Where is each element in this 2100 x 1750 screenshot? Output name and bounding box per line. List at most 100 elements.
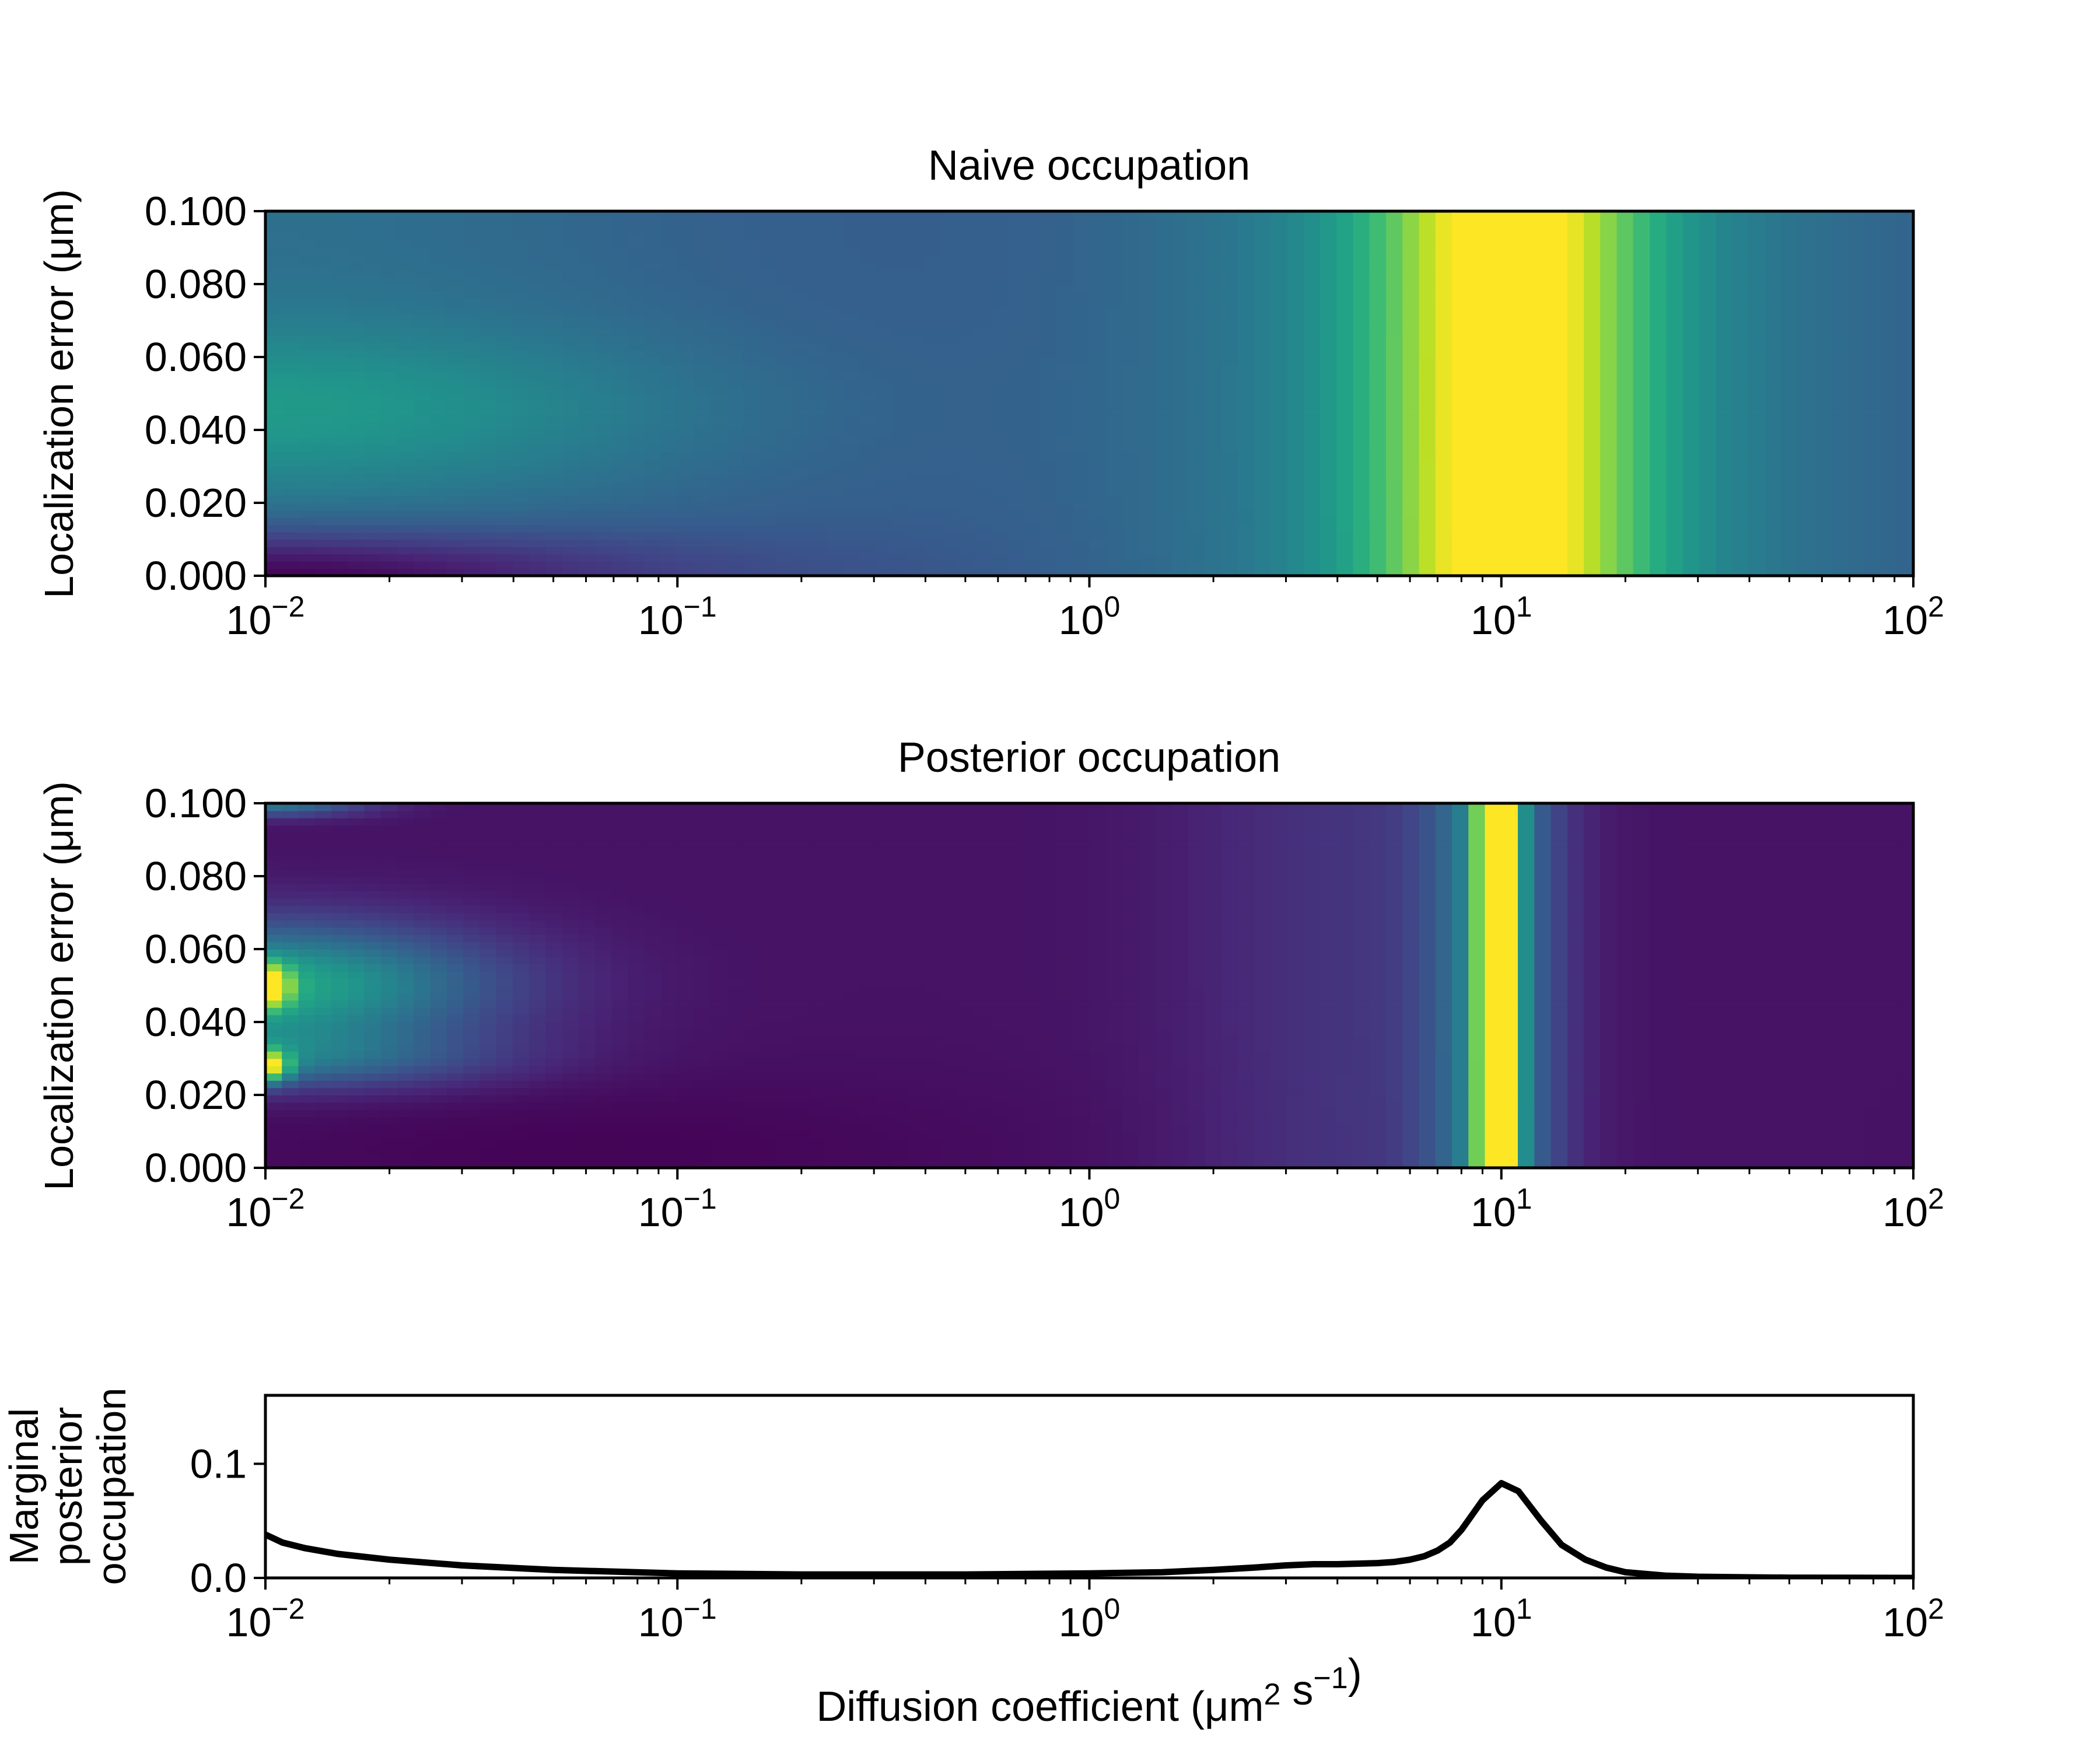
heatmap-cell <box>380 255 398 263</box>
heatmap-cell <box>1650 561 1667 569</box>
heatmap-cell <box>1716 372 1733 380</box>
heatmap-cell <box>1550 284 1568 292</box>
heatmap-cell <box>414 459 431 467</box>
heatmap-cell <box>743 430 761 438</box>
heatmap-cell <box>891 452 909 460</box>
heatmap-cell <box>1155 422 1172 430</box>
heatmap-cell <box>1518 532 1535 540</box>
heatmap-cell <box>414 503 431 511</box>
heatmap-cell <box>1650 240 1667 249</box>
heatmap-cell <box>282 247 299 256</box>
heatmap-cell <box>875 328 892 336</box>
heatmap-cell <box>1402 561 1420 569</box>
heatmap-cell <box>595 240 612 249</box>
heatmap-cell <box>644 320 662 328</box>
heatmap-cell <box>941 510 958 518</box>
heatmap-cell <box>677 466 695 474</box>
heatmap-cell <box>908 568 925 576</box>
heatmap-cell <box>463 401 481 409</box>
heatmap-cell <box>875 437 892 445</box>
heatmap-cell <box>957 532 975 540</box>
heatmap-cell <box>1765 247 1782 256</box>
heatmap-cell <box>545 299 563 307</box>
heatmap-cell <box>974 291 991 299</box>
heatmap-cell <box>298 415 316 424</box>
heatmap-cell <box>1748 357 1766 365</box>
heatmap-cell <box>760 233 777 241</box>
heatmap-cell <box>1122 474 1140 482</box>
heatmap-cell <box>628 386 645 394</box>
heatmap-cell <box>727 364 744 372</box>
heatmap-cell <box>314 291 332 299</box>
heatmap-cell <box>991 430 1008 438</box>
heatmap-cell <box>1748 539 1766 547</box>
heatmap-cell <box>265 393 283 401</box>
heatmap-cell <box>1584 284 1601 292</box>
heatmap-cell <box>265 481 283 489</box>
heatmap-cell <box>480 539 497 547</box>
heatmap-cell <box>1468 408 1486 416</box>
heatmap-cell <box>891 415 909 424</box>
heatmap-cell <box>595 270 612 278</box>
heatmap-cell <box>1171 226 1189 234</box>
heatmap-cell <box>265 313 283 321</box>
heatmap-cell <box>957 444 975 453</box>
heatmap-cell <box>1716 524 1733 533</box>
heatmap-cell <box>446 466 464 474</box>
heatmap-cell <box>941 422 958 430</box>
heatmap-cell <box>1682 524 1700 533</box>
heatmap-cell <box>1600 561 1618 569</box>
heatmap-cell <box>1270 226 1288 234</box>
heatmap-cell <box>628 401 645 409</box>
heatmap-cell <box>1023 276 1041 285</box>
heatmap-cell <box>1567 430 1584 438</box>
heatmap-cell <box>776 299 793 307</box>
heatmap-cell <box>661 342 678 351</box>
heatmap-cell <box>825 299 843 307</box>
heatmap-cell <box>1468 284 1486 292</box>
heatmap-cell <box>1303 568 1321 576</box>
heatmap-cell <box>1320 255 1338 263</box>
heatmap-cell <box>1023 474 1041 482</box>
heatmap-cell <box>1287 335 1304 343</box>
heatmap-cell <box>809 349 827 358</box>
heatmap-cell <box>1831 364 1848 372</box>
heatmap-cell <box>397 554 415 562</box>
heatmap-cell <box>496 386 513 394</box>
heatmap-cell <box>496 466 513 474</box>
heatmap-cell <box>1089 284 1107 292</box>
heatmap-cell <box>282 474 299 482</box>
heatmap-cell <box>1237 247 1255 256</box>
heatmap-cell <box>1073 342 1090 351</box>
heatmap-cell <box>1089 386 1107 394</box>
heatmap-cell <box>1040 488 1057 496</box>
heatmap-cell <box>545 262 563 270</box>
heatmap-cell <box>793 393 810 401</box>
heatmap-cell <box>1452 335 1469 343</box>
heatmap-cell <box>1007 328 1024 336</box>
heatmap-cell <box>1056 262 1074 270</box>
heatmap-cell <box>1205 430 1222 438</box>
heatmap-cell <box>265 437 283 445</box>
heatmap-cell <box>1287 218 1304 226</box>
heatmap-cell <box>743 226 761 234</box>
heatmap-cell <box>793 262 810 270</box>
heatmap-cell <box>1501 233 1518 241</box>
heatmap-cell <box>1748 313 1766 321</box>
heatmap-cell <box>1814 401 1832 409</box>
heatmap-cell <box>1089 532 1107 540</box>
heatmap-cell <box>1254 415 1272 424</box>
heatmap-cell <box>793 547 810 555</box>
heatmap-cell <box>1386 444 1404 453</box>
heatmap-cell <box>1336 532 1354 540</box>
heatmap-cell <box>974 328 991 336</box>
heatmap-cell <box>1435 568 1452 576</box>
heatmap-cell <box>1254 517 1272 526</box>
heatmap-cell <box>595 547 612 555</box>
heatmap-cell <box>1896 335 1913 343</box>
heatmap-cell <box>1485 284 1502 292</box>
heatmap-cell <box>1814 474 1832 482</box>
heatmap-cell <box>1880 568 1898 576</box>
heatmap-cell <box>529 503 547 511</box>
heatmap-cell <box>1139 299 1156 307</box>
